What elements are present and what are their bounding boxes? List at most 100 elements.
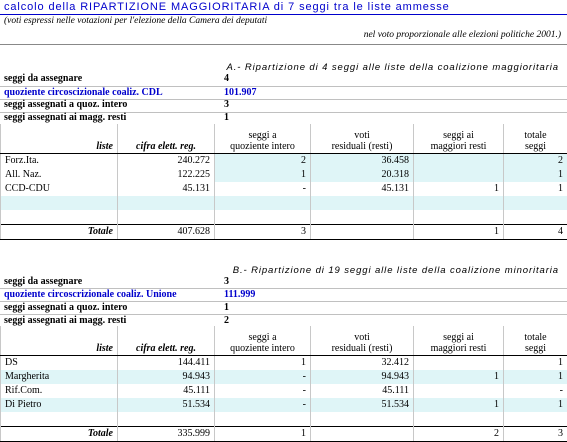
row-lista: Rif.Com.	[1, 384, 118, 398]
row-quoz: 1	[215, 168, 311, 182]
section-b-title: B.- Ripartizione di 19 seggi alle liste …	[233, 265, 559, 276]
table-total-row: Totale 407.628 3 1 4	[1, 225, 567, 240]
table-row: Rif.Com. 45.111 - 45.111 -	[1, 384, 567, 398]
col-liste: liste	[1, 326, 118, 356]
row-mag: 1	[414, 182, 504, 196]
row-mag	[414, 168, 504, 182]
note-line-2: nel voto proporzionale alle elezioni pol…	[364, 30, 561, 40]
row-tot: 1	[504, 356, 567, 371]
total-label: Totale	[1, 225, 118, 240]
row-tot: -	[504, 384, 567, 398]
row-quoz: 1	[215, 356, 311, 371]
row-quoz: 2	[215, 154, 311, 169]
row-voti: 45.131	[311, 182, 414, 196]
section-a-quoz-value: 3	[224, 99, 229, 110]
row-tot: 1	[504, 168, 567, 182]
title-underline	[0, 14, 567, 15]
row-cifra: 45.131	[118, 182, 215, 196]
section-b-seggi-label: seggi da assegnare	[4, 276, 82, 287]
table-row: Forz.Ita. 240.272 2 36.458 2	[1, 154, 567, 169]
row-lista: All. Naz.	[1, 168, 118, 182]
total-cifra: 407.628	[118, 225, 215, 240]
total-voti	[311, 225, 414, 240]
table-row: CCD-CDU 45.131 - 45.131 1 1	[1, 182, 567, 196]
section-a-quoziente-value: 101.907	[224, 87, 257, 98]
col-cifra: cifra elett. reg.	[118, 326, 215, 356]
row-voti: 45.111	[311, 384, 414, 398]
section-a-resti-value: 1	[224, 112, 229, 123]
row-cifra: 240.272	[118, 154, 215, 169]
total-mag: 2	[414, 427, 504, 442]
row-mag: 1	[414, 370, 504, 384]
row-lista: CCD-CDU	[1, 182, 118, 196]
total-quoz: 3	[215, 225, 311, 240]
row-lista: Forz.Ita.	[1, 154, 118, 169]
section-b-quoziente-label: quoziente circoscrizionale coaliz. Union…	[4, 289, 177, 300]
row-mag: 1	[414, 398, 504, 412]
row-voti: 94.943	[311, 370, 414, 384]
table-total-row: Totale 335.999 1 2 3	[1, 427, 567, 442]
row-voti: 32.412	[311, 356, 414, 371]
row-cifra: 144.411	[118, 356, 215, 371]
row-voti: 36.458	[311, 154, 414, 169]
total-tot: 4	[504, 225, 567, 240]
table-row-empty	[1, 196, 567, 210]
row-cifra: 51.534	[118, 398, 215, 412]
note-line-1: (voti espressi nelle votazioni per l'ele…	[4, 16, 267, 26]
row-voti: 51.534	[311, 398, 414, 412]
section-a-resti-label: seggi assegnati ai magg. resti	[4, 112, 126, 123]
row-quoz: -	[215, 182, 311, 196]
total-label: Totale	[1, 427, 118, 442]
section-a-quoz-label: seggi assegnati a quoz. intero	[4, 99, 127, 110]
row-tot: 2	[504, 154, 567, 169]
table-row-empty	[1, 210, 567, 225]
row-mag	[414, 384, 504, 398]
section-a-quoziente-label: quoziente circoscizionale coaliz. CDL	[4, 87, 163, 98]
row-quoz: -	[215, 370, 311, 384]
section-b-quoziente-value: 111.999	[224, 289, 255, 300]
section-b-quoz-value: 1	[224, 302, 229, 313]
row-lista: DS	[1, 356, 118, 371]
section-b-resti-label: seggi assegnati ai magg. resti	[4, 315, 126, 326]
header-divider	[0, 44, 567, 45]
total-tot: 3	[504, 427, 567, 442]
total-cifra: 335.999	[118, 427, 215, 442]
section-a-seggi-label: seggi da assegnare	[4, 73, 82, 84]
total-voti	[311, 427, 414, 442]
row-cifra: 94.943	[118, 370, 215, 384]
row-quoz: -	[215, 398, 311, 412]
row-lista: Margherita	[1, 370, 118, 384]
row-tot: 1	[504, 398, 567, 412]
section-b-resti-value: 2	[224, 315, 229, 326]
row-tot: 1	[504, 370, 567, 384]
row-voti: 20.318	[311, 168, 414, 182]
table-row: Di Pietro 51.534 - 51.534 1 1	[1, 398, 567, 412]
table-row: Margherita 94.943 - 94.943 1 1	[1, 370, 567, 384]
row-mag	[414, 154, 504, 169]
row-tot: 1	[504, 182, 567, 196]
table-row: DS 144.411 1 32.412 1	[1, 356, 567, 371]
row-cifra: 45.111	[118, 384, 215, 398]
total-mag: 1	[414, 225, 504, 240]
section-a-seggi-value: 4	[224, 73, 229, 84]
row-quoz: -	[215, 384, 311, 398]
section-b-seggi-value: 3	[224, 276, 229, 287]
col-liste: liste	[1, 124, 118, 154]
section-b-quoz-label: seggi assegnati a quoz. intero	[4, 302, 127, 313]
col-cifra: cifra elett. reg.	[118, 124, 215, 154]
total-quoz: 1	[215, 427, 311, 442]
row-cifra: 122.225	[118, 168, 215, 182]
page-title: calcolo della RIPARTIZIONE MAGGIORITARIA…	[4, 1, 450, 13]
